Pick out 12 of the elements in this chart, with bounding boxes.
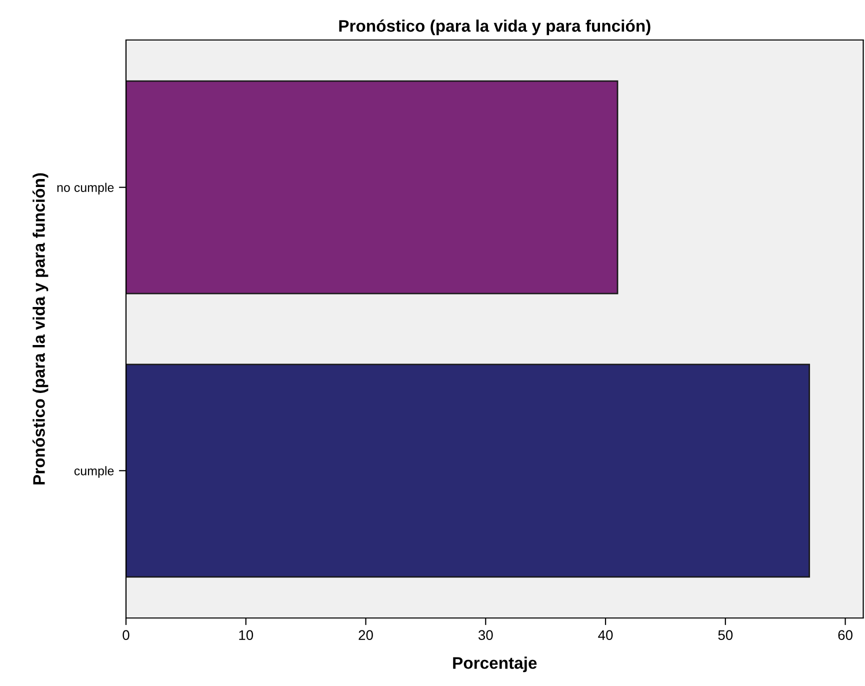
x-tick-label: 60 bbox=[838, 630, 852, 640]
x-tick-label: 20 bbox=[358, 630, 373, 640]
x-axis-title: Porcentaje bbox=[453, 656, 537, 672]
x-tick-label: 30 bbox=[478, 630, 493, 640]
y-tick-label: cumple bbox=[74, 466, 114, 478]
x-tick-label: 40 bbox=[598, 630, 613, 640]
y-axis-title: Pronóstico (para la vida y para función) bbox=[32, 173, 48, 484]
x-tick-label: 50 bbox=[718, 630, 733, 640]
x-tick-label: 0 bbox=[122, 630, 130, 640]
y-tick-label: no cumple bbox=[57, 182, 114, 194]
chart-title: Pronóstico (para la vida y para función) bbox=[339, 19, 650, 36]
x-tick-label: 10 bbox=[239, 630, 254, 640]
